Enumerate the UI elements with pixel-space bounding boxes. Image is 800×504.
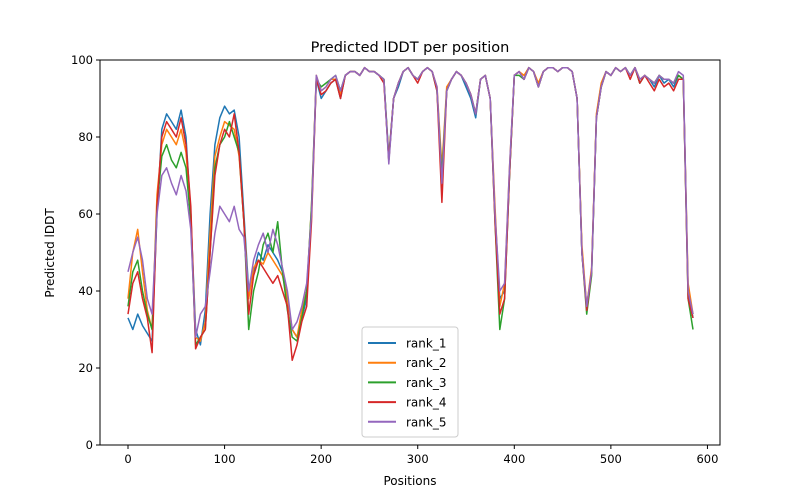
series-line-rank_5 (127, 66, 694, 338)
x-tick-label: 0 (124, 452, 131, 466)
legend-label-rank_4: rank_4 (406, 396, 446, 410)
x-tick-label: 600 (696, 452, 718, 466)
chart-title: Predicted lDDT per position (311, 40, 510, 56)
legend-label-rank_1: rank_1 (406, 337, 446, 351)
legend: rank_1 rank_2 rank_3 rank_4 rank_5 (361, 326, 459, 438)
series-line-rank_4 (127, 66, 694, 362)
legend-label-rank_2: rank_2 (406, 356, 446, 370)
legend-label-rank_3: rank_3 (406, 376, 446, 390)
y-tick-label: 60 (78, 207, 93, 221)
y-tick-label: 40 (78, 284, 93, 298)
x-tick-label: 100 (214, 452, 236, 466)
x-tick-label: 200 (310, 452, 332, 466)
x-tick-label: 300 (407, 452, 429, 466)
x-tick-label: 400 (503, 452, 525, 466)
y-tick-label: 80 (78, 130, 93, 144)
legend-label-rank_5: rank_5 (406, 415, 446, 429)
y-tick-label: 0 (86, 438, 93, 452)
legend-box (361, 326, 459, 438)
x-tick-label: 500 (600, 452, 622, 466)
axes-frame (99, 59, 721, 446)
y-tick-label: 100 (71, 53, 93, 67)
x-axis-label: Positions (384, 474, 437, 488)
y-axis-label: Predicted lDDT (43, 208, 57, 298)
y-tick-label: 20 (78, 361, 93, 375)
